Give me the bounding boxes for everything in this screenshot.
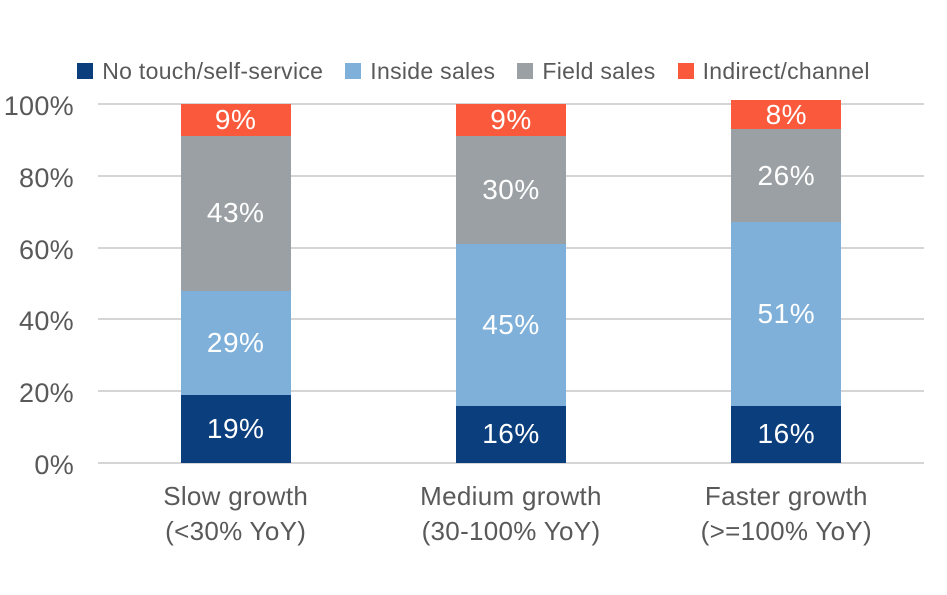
legend-swatch-icon [517,63,534,79]
legend-item: No touch/self-service [77,58,323,85]
y-axis-tick-label: 80% [19,162,74,193]
bar-segment: 16% [731,405,842,463]
bar-segment: 51% [731,222,842,406]
bar-segment: 19% [180,394,291,463]
legend-item: Field sales [517,58,655,85]
legend-label: Inside sales [370,57,496,84]
category-label-line1: Faster growth [704,481,868,511]
bar-segment: 45% [456,244,566,406]
y-axis-tick-label: 20% [19,378,74,409]
bar-value-label: 30% [482,174,540,206]
bar-value-label: 43% [206,197,265,229]
legend-item: Indirect/channel [677,57,870,85]
bar-segment: 9% [456,104,566,137]
gridline [98,462,924,464]
bar-value-label: 9% [490,104,532,136]
bar-value-label: 26% [757,159,816,191]
category-label-line2: (<30% YoY) [165,516,307,546]
category-label-line1: Medium growth [420,481,602,511]
category-label-line2: (30-100% YoY) [421,516,601,546]
bar-value-label: 8% [765,98,808,130]
chart-legend: No touch/self-service Inside sales Field s… [0,54,947,88]
legend-label: Indirect/channel [702,57,870,84]
y-axis-tick-label: 60% [19,234,74,265]
y-axis-tick-label: 100% [3,91,74,121]
legend-label: No touch/self-service [102,57,324,84]
category-label-line2: (>=100% YoY) [700,516,872,546]
bar-segment: 9% [180,104,291,137]
legend-swatch-icon [77,63,94,79]
bar-segment: 43% [180,136,291,291]
x-axis-category-label: Faster growth (>=100% YoY) [636,479,936,549]
x-axis-category-label: Medium growth (30-100% YoY) [361,479,661,549]
y-axis-tick-label: 0% [34,450,74,480]
bar-segment: 29% [180,290,291,395]
bar-segment: 16% [456,405,566,463]
bar-value-label: 16% [482,418,540,450]
bar-segment: 26% [731,129,842,223]
y-axis-tick-label: 40% [19,306,74,337]
bar-value-label: 19% [206,412,265,444]
legend-swatch-icon [677,63,694,79]
category-label-line1: Slow growth [163,481,309,511]
bar-value-label: 51% [757,298,816,329]
legend-label: Field sales [542,57,656,84]
legend-swatch-icon [345,63,362,79]
bar-value-label: 45% [482,308,540,340]
legend-item: Inside sales [345,58,495,85]
bar-segment: 30% [456,136,566,244]
bar-value-label: 29% [206,326,265,358]
bar-segment: 8% [731,98,842,130]
x-axis-category-label: Slow growth (<30% YoY) [86,479,386,549]
bar-value-label: 9% [214,104,257,136]
bar-value-label: 16% [757,418,816,450]
